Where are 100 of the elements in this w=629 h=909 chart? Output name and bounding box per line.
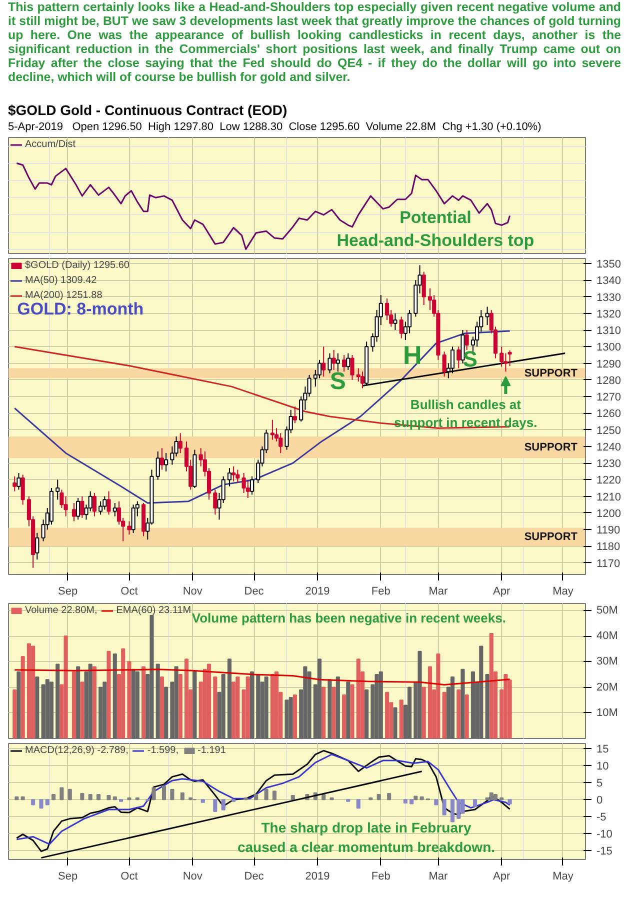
bar [485,674,490,738]
y-tick-label: 1290 [596,358,621,370]
candlestick [112,502,117,517]
bar [508,799,512,804]
candlestick [485,306,490,326]
bar [270,674,274,738]
bar [317,658,322,738]
bar [328,679,332,738]
y-tick-label: 1230 [596,458,621,470]
band-label: SUPPORT [524,531,578,544]
y-tick-label: -10 [596,828,612,841]
candlestick [322,346,326,378]
candlestick [442,351,446,378]
bar [200,799,205,803]
x-tick-label: May [552,870,574,882]
x-tick-label: Apr [493,870,511,882]
y-tick-label: 1180 [596,541,620,554]
bar [472,799,478,807]
bar [460,668,465,738]
bar [336,676,340,738]
candlestick [127,520,132,536]
legend-label: MA(200) 1251.88 [25,290,102,301]
bar [414,796,418,800]
bar [288,697,293,738]
candlestick [213,489,218,516]
bar [384,692,390,738]
bar [112,653,117,738]
bar [112,796,117,800]
bar [174,666,178,738]
y-tick-label: 1250 [596,424,621,437]
candlestick [242,472,246,494]
annotation: GOLD: 8-month [17,300,144,319]
candlestick [346,352,350,370]
bar [221,674,226,738]
bar [164,686,168,738]
bar [213,799,218,812]
y-tick-label: 1350 [596,258,621,270]
x-tick-label: Sep [58,586,78,598]
bar [403,799,408,804]
bar [346,682,350,738]
candlestick [270,419,274,440]
x-tick-label: Sep [58,870,78,882]
bar [374,674,379,738]
candlestick [106,490,111,516]
bar [35,676,40,738]
y-tick-label: 1340 [596,275,621,288]
bar [479,646,484,738]
y-tick-label: 1220 [596,474,621,487]
candlestick [56,479,60,500]
candlestick [92,492,96,517]
bar [156,664,160,738]
y-tick-label: 10M [596,706,618,719]
bar [450,799,455,822]
bar [60,787,64,800]
bar [246,676,250,738]
annotation: Bullish candles at support in recent days. [394,396,538,430]
bar [350,684,354,738]
bar [106,650,111,738]
bar [493,794,498,800]
bar [26,643,31,738]
bar [442,799,446,816]
bar [16,671,21,738]
bar [14,796,19,800]
x-tick-label: Dec [244,870,264,882]
y-tick-label: 1280 [596,374,621,387]
bar [450,676,455,738]
bar [274,671,279,738]
candlestick [236,469,240,484]
bar [160,676,164,738]
y-tick-label: 1270 [596,392,621,404]
bar [131,668,136,738]
bar [322,794,326,800]
bar [428,666,432,738]
bar [442,692,446,738]
bar [332,686,336,738]
bar [422,686,426,738]
band-label: SUPPORT [524,367,578,380]
bar [88,664,92,738]
bar [387,793,392,800]
candlestick [393,312,398,331]
x-tick-label: Mar [428,870,448,882]
y-tick-label: -5 [596,812,606,824]
bar [434,799,438,806]
bar [49,682,54,738]
bar [256,674,260,738]
y-tick-label: 0 [596,794,603,807]
bar [192,671,197,738]
y-tick-label: 15 [596,744,609,756]
candlestick [336,352,340,372]
annotation: Potential Head-and-Shoulders top [336,208,534,250]
x-tick-label: Oct [120,870,138,882]
candlestick [164,452,168,472]
bar [456,689,461,738]
bar [399,700,404,738]
bar [135,671,140,738]
legend-label: Accum/Dist [25,139,76,150]
bar [51,794,56,800]
y-tick-label: 1170 [596,558,620,570]
chart-title: $GOLD Gold - Continuous Contract (EOD) [8,101,288,120]
y-tick-label: 1300 [596,342,621,354]
